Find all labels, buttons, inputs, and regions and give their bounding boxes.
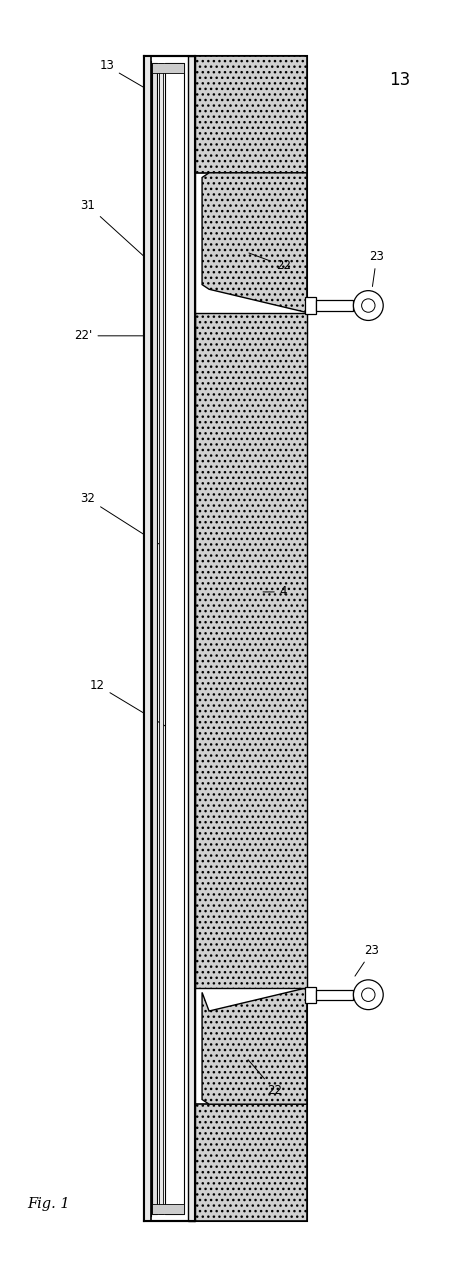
Text: 22: 22 [249, 253, 291, 272]
Bar [316, 300, 354, 310]
Bar [195, 313, 307, 987]
Bar [152, 64, 157, 1213]
Text: 32: 32 [81, 493, 159, 544]
Polygon shape [202, 172, 307, 313]
Text: 31: 31 [81, 199, 153, 264]
Circle shape [354, 291, 383, 321]
Text: 22: 22 [248, 1060, 282, 1097]
Text: 4: 4 [263, 585, 287, 599]
Bar [152, 1204, 184, 1213]
Text: 23: 23 [369, 250, 384, 286]
Bar [195, 56, 307, 172]
Bar [304, 987, 316, 1002]
Polygon shape [202, 987, 307, 1105]
Bar [144, 56, 151, 1221]
Bar [195, 1105, 307, 1221]
Circle shape [362, 299, 375, 313]
Text: 22': 22' [74, 329, 147, 342]
Text: 13: 13 [389, 70, 410, 88]
Bar [159, 64, 164, 1213]
Text: 23: 23 [355, 944, 380, 976]
Bar [165, 64, 184, 1213]
Bar [188, 56, 195, 1221]
Text: 13: 13 [99, 59, 152, 92]
Circle shape [362, 988, 375, 1001]
Bar [144, 56, 307, 1221]
Bar [152, 64, 184, 73]
Bar [304, 298, 316, 314]
Circle shape [354, 979, 383, 1010]
Text: 12: 12 [90, 678, 172, 730]
Bar [316, 990, 354, 1000]
Text: Fig. 1: Fig. 1 [27, 1198, 70, 1212]
